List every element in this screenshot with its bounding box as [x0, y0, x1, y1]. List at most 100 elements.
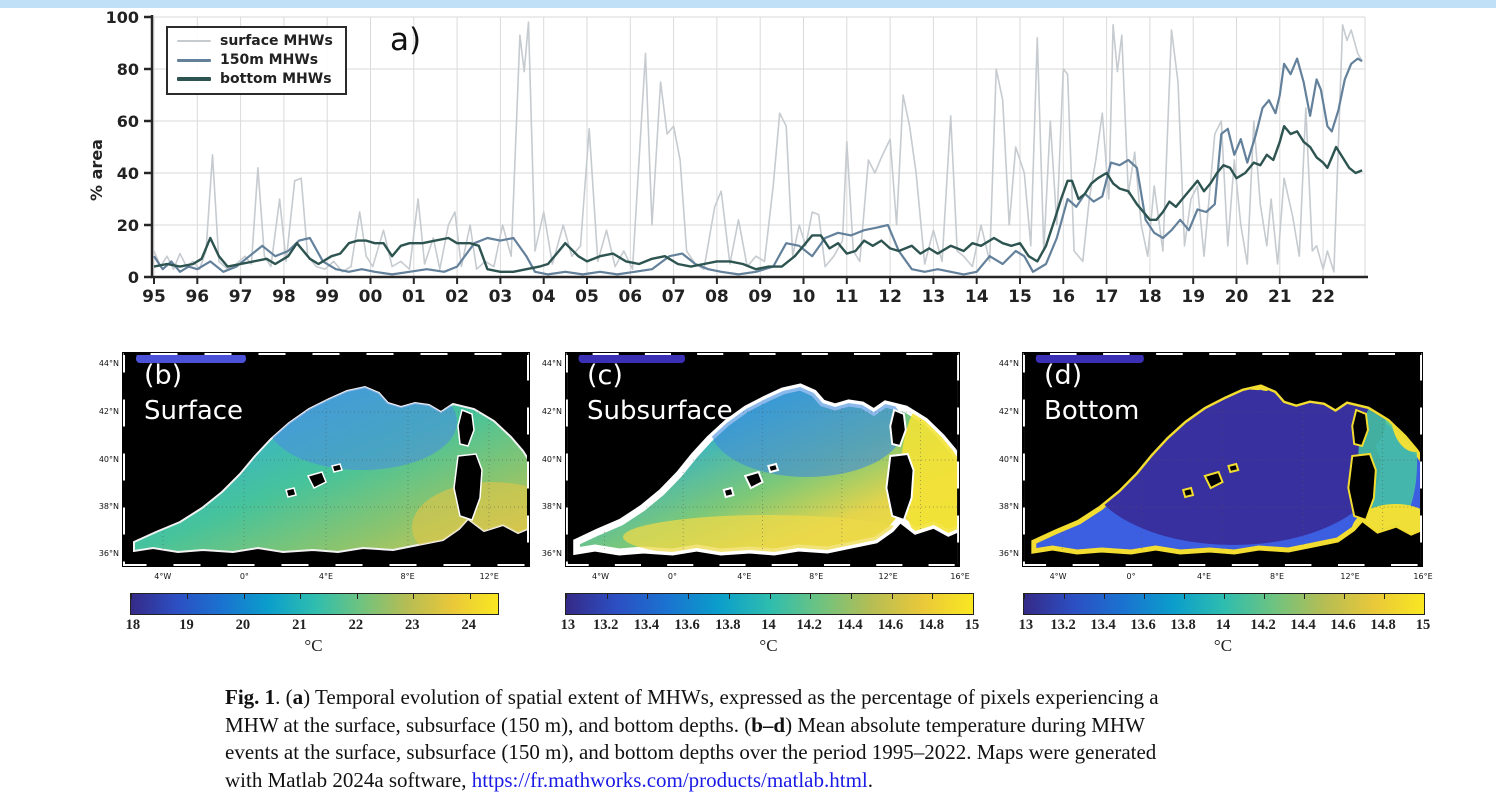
svg-text:95: 95: [142, 287, 166, 307]
colorbar-tick-label: 13.8: [715, 617, 741, 633]
longitude-label: 8°E: [400, 572, 415, 581]
colorbar-tick: [300, 594, 302, 599]
svg-text:07: 07: [662, 287, 686, 307]
svg-text:18: 18: [1138, 287, 1162, 307]
legend-label: surface MHWs: [220, 33, 333, 49]
caption-text: . (: [275, 685, 293, 709]
svg-text:0: 0: [128, 268, 139, 287]
colorbar-surface-ticks: 18 19 20 21 22 23 24: [126, 617, 497, 633]
matlab-link[interactable]: https://fr.mathworks.com/products/matlab…: [471, 767, 868, 792]
colorbar-tick: [131, 594, 132, 599]
latitude-label: 44°N: [998, 358, 1019, 368]
colorbar-tick: [469, 594, 471, 599]
caption-text: ) Temporal evolution of spatial extent o…: [303, 685, 1159, 709]
colorbar-tick-label: 14.8: [1370, 617, 1396, 633]
colorbar-tick-label: 13.4: [1090, 617, 1116, 633]
latitude-label: 38°N: [998, 501, 1019, 511]
latitude-label: 42°N: [98, 406, 119, 416]
legend-item-surface: surface MHWs: [177, 33, 333, 49]
latitude-label: 36°N: [98, 549, 119, 559]
svg-text:08: 08: [705, 287, 729, 307]
colorbar-tick: [1144, 594, 1145, 599]
map-panel-subsurface: (c) Subsurface: [565, 352, 960, 567]
bottom-temperature-map: [1022, 352, 1423, 567]
svg-text:16: 16: [1051, 287, 1075, 307]
surface-line-swatch: [177, 40, 211, 42]
svg-text:10: 10: [792, 287, 816, 307]
longitude-label: 12°E: [1340, 572, 1360, 581]
svg-text:22: 22: [1311, 287, 1335, 307]
colorbar-tick: [973, 594, 974, 599]
latitude-label: 36°N: [998, 549, 1019, 559]
colorbar-tick-label: 14.2: [1250, 617, 1276, 633]
colorbar-tick-label: 13.4: [633, 617, 660, 633]
caption-text: a: [292, 685, 304, 709]
legend-label: bottom MHWs: [220, 71, 332, 87]
timeseries-panel-a: 0 20 40 60 80 100 95 96 97 98 99 00 01 02 03 04 05 06 07 08…: [0, 0, 1496, 310]
panel-a-letter: a): [390, 22, 422, 58]
colorbar-tick: [566, 594, 567, 599]
svg-text:98: 98: [272, 287, 296, 307]
colorbar-surface-unit: °C: [304, 636, 323, 655]
colorbar-bottom-ticks: 13 13.2 13.4 13.6 13.8 14 14.2 14.4 14.6 14.8 15: [1019, 617, 1431, 633]
legend-label: 150m MHWs: [220, 52, 319, 68]
svg-text:97: 97: [229, 287, 253, 307]
colorbar-tick: [688, 594, 690, 599]
colorbar-tick-label: 13.2: [593, 617, 619, 633]
surface-temperature-map: [122, 352, 530, 567]
colorbar-tick: [1344, 594, 1345, 599]
longitude-label: 16°E: [950, 572, 970, 581]
colorbar-tick-label: 14.6: [1330, 617, 1356, 633]
bottom-line-swatch: [177, 77, 211, 81]
colorbar-tick: [1264, 594, 1265, 599]
latitude-label: 38°N: [98, 501, 119, 511]
latitude-label: 40°N: [998, 454, 1019, 464]
top-highlight-strip: [0, 0, 1496, 8]
longitude-label: 4°E: [318, 572, 334, 581]
caption-line: Fig. 1. (a) Temporal evolution of spatia…: [225, 684, 1287, 712]
longitude-label: 12°E: [479, 572, 499, 581]
colorbar-tick: [1184, 594, 1185, 599]
colorbar-tick-label: 14: [1215, 617, 1231, 633]
colorbar-tick: [810, 594, 812, 599]
svg-text:100: 100: [106, 8, 139, 27]
colorbar-tick: [1024, 594, 1025, 599]
caption-line: events at the surface, subsurface (150 m…: [225, 739, 1287, 767]
svg-text:17: 17: [1095, 287, 1119, 307]
svg-text:80: 80: [117, 60, 139, 79]
latitude-label: 36°N: [541, 549, 562, 559]
colorbar-tick-label: 14.2: [796, 617, 822, 633]
colorbar-tick: [850, 594, 852, 599]
colorbar-tick: [356, 594, 358, 599]
svg-text:60: 60: [117, 112, 139, 131]
colorbar-tick-label: 15: [1415, 617, 1431, 633]
latitude-label: 38°N: [541, 501, 562, 511]
colorbar-tick-label: 20: [235, 617, 251, 633]
colorbar-tick: [769, 594, 771, 599]
timeseries-chart: 0 20 40 60 80 100 95 96 97 98 99 00 01 02 03 04 05 06 07 08…: [106, 8, 1368, 307]
caption-text: with Matlab 2024a software,: [225, 767, 472, 792]
colorbar-tick-label: 15: [964, 617, 980, 633]
colorbar-subsurface: [565, 593, 974, 615]
latitude-label: 44°N: [98, 358, 119, 368]
panel-d-title: Bottom: [1044, 396, 1140, 426]
caption-text: b–d: [751, 712, 786, 737]
colorbar-tick-label: 14.8: [918, 617, 944, 633]
svg-text:02: 02: [445, 287, 469, 307]
svg-text:00: 00: [359, 287, 383, 307]
colorbar-tick-label: 21: [292, 617, 307, 633]
svg-text:40: 40: [117, 164, 139, 183]
svg-text:20: 20: [117, 216, 139, 235]
caption-text: .: [867, 767, 873, 792]
colorbar-subsurface-unit: °C: [759, 636, 778, 655]
longitude-label: 0°: [667, 572, 677, 581]
panel-c-title: Subsurface: [587, 396, 733, 426]
colorbar-tick-label: 13.8: [1170, 617, 1196, 633]
colorbar-tick: [647, 594, 649, 599]
longitude-label: 4°W: [154, 572, 172, 581]
latitude-label: 40°N: [98, 454, 119, 464]
longitude-label: 4°E: [737, 572, 752, 581]
colorbar-subsurface-ticks: 13 13.2 13.4 13.6 13.8 14 14.2 14.4 14.6 14.8 15: [561, 617, 980, 633]
colorbar-tick-label: 13: [560, 617, 576, 633]
svg-text:96: 96: [185, 287, 209, 307]
